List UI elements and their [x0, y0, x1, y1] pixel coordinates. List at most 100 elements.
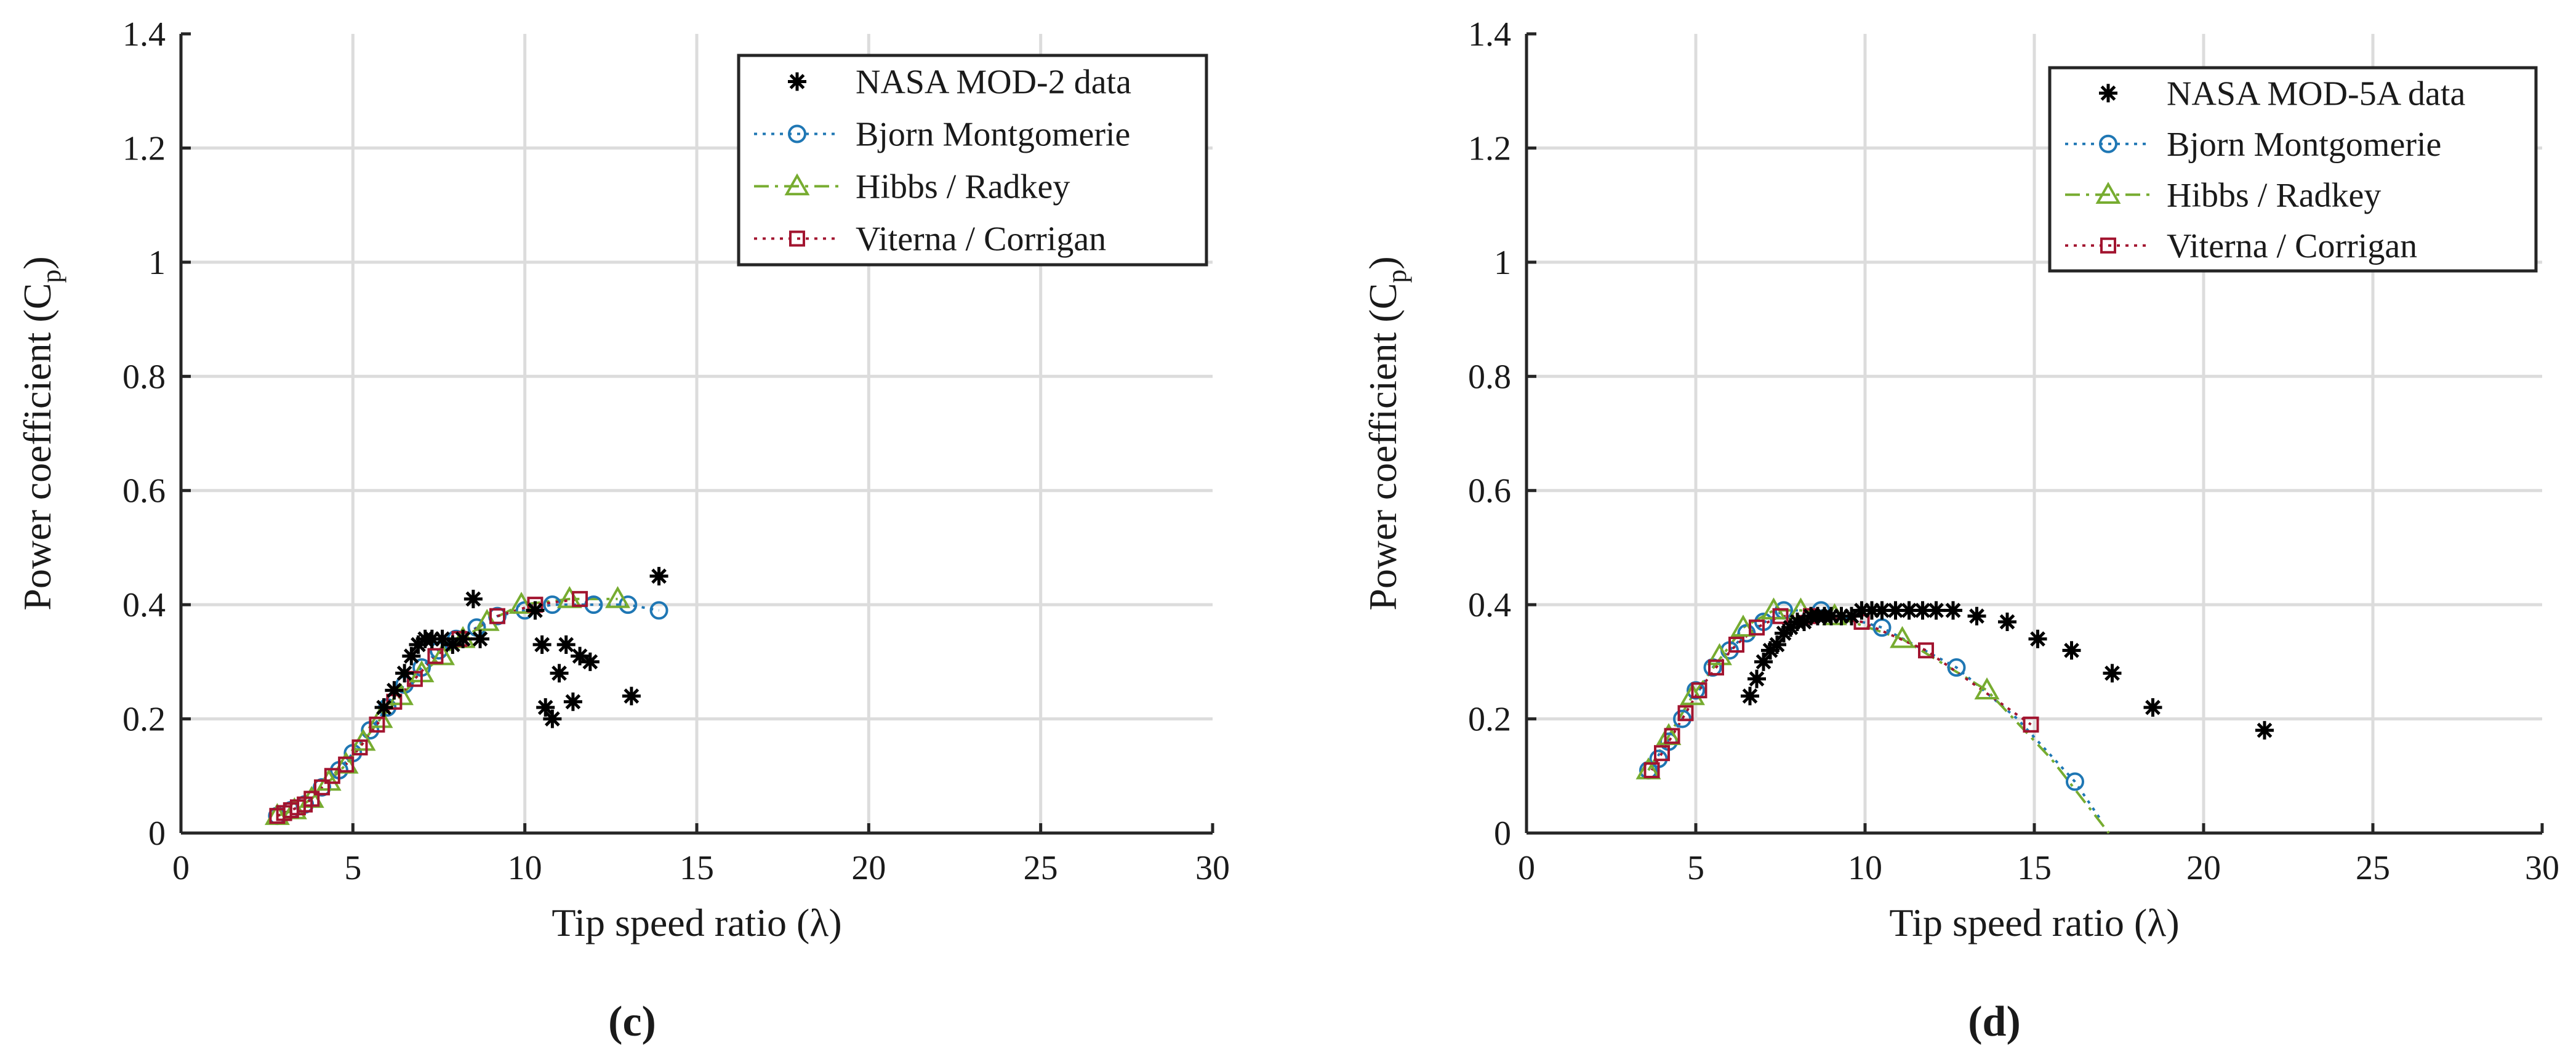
point-d-2-8	[1890, 626, 1915, 648]
point-c-2-12	[508, 592, 534, 614]
legend-label-d-0: NASA MOD-5A data	[2167, 74, 2465, 113]
point-c-2-14-shape	[605, 586, 630, 608]
x-axis-label-c: Tip speed ratio (λ)	[552, 901, 841, 944]
point-c-2-11-shape	[474, 608, 500, 631]
point-d-0-27-stroke	[2105, 666, 2120, 681]
legend-label-d-1: Bjorn Montgomerie	[2167, 126, 2441, 164]
x-tick-label-d-6: 30	[2525, 849, 2559, 887]
point-d-1-12	[1947, 658, 1966, 677]
point-d-3-8-shape	[1772, 608, 1789, 624]
point-d-0-0	[1741, 687, 1759, 706]
point-d-1-12-shape	[1947, 658, 1966, 677]
point-c-3-7-shape	[324, 768, 340, 784]
y-tick-label-c-7: 1.4	[122, 15, 166, 54]
legend-marker-c-1-shape	[788, 124, 806, 143]
point-c-3-17	[572, 590, 588, 607]
x-tick-label-c-0: 0	[172, 849, 190, 887]
point-d-2-3	[1707, 643, 1732, 666]
point-c-0-13-stroke	[534, 637, 550, 653]
point-d-1-13-shape	[2066, 772, 2084, 791]
point-c-0-21-stroke	[624, 688, 640, 704]
legend-d: NASA MOD-5A data Bjorn Montgomerie Hibbs /…	[2048, 66, 2538, 273]
panel-label-c: (c)	[608, 998, 656, 1045]
point-c-1-18-shape	[649, 601, 668, 620]
point-d-2-8-shape	[1890, 626, 1915, 648]
y-tick-label-c-6: 1.2	[122, 129, 166, 167]
point-d-0-21-stroke	[1928, 603, 1944, 618]
point-d-0-19-stroke	[1901, 603, 1917, 618]
point-c-3-7	[324, 768, 340, 784]
x-tick-label-c-4: 20	[851, 849, 886, 887]
point-d-0-4	[1768, 635, 1786, 654]
y-tick-label-d-0: 0	[1494, 815, 1511, 853]
point-c-0-16	[550, 664, 569, 683]
point-d-0-1-stroke	[1749, 671, 1765, 687]
x-tick-label-d-5: 25	[2356, 849, 2390, 887]
point-d-3-0	[1643, 762, 1660, 779]
point-d-3-5-shape	[1708, 659, 1724, 676]
point-d-3-0-shape	[1643, 762, 1660, 779]
point-d-0-20-stroke	[1915, 603, 1930, 618]
series-line-d-3	[1650, 614, 2032, 771]
legend-marker-c-2-shape	[784, 173, 810, 196]
point-c-0-12-stroke	[528, 603, 543, 618]
point-c-0-0	[374, 698, 393, 717]
point-c-3-13-shape	[427, 648, 444, 664]
point-c-3-6	[314, 779, 331, 795]
point-d-0-23	[1967, 606, 1986, 626]
y-tick-label-d-5: 1	[1494, 244, 1511, 282]
x-tick-label-d-3: 15	[2017, 849, 2052, 887]
legend-c: NASA MOD-2 data Bjorn Montgomerie Hibbs / …	[737, 54, 1208, 267]
point-d-0-28	[2143, 698, 2162, 717]
point-d-3-2	[1664, 728, 1680, 744]
point-d-3-7-shape	[1749, 619, 1765, 636]
point-d-3-1-shape	[1654, 745, 1670, 762]
y-tick-label-d-7: 1.4	[1468, 15, 1511, 54]
series-line-d-1	[1647, 609, 2103, 823]
legend-label-c-1: Bjorn Montgomerie	[856, 116, 1130, 154]
point-c-3-8	[338, 756, 355, 773]
point-c-0-1	[385, 681, 404, 700]
legend-marker-d-1	[2099, 134, 2117, 153]
point-c-3-9-shape	[351, 739, 368, 755]
legend-marker-d-2-shape	[2095, 182, 2121, 204]
legend-marker-d-0	[2099, 84, 2117, 103]
point-d-0-21	[1927, 601, 1946, 620]
x-tick-label-d-1: 5	[1687, 849, 1704, 887]
legend-box-c	[737, 54, 1208, 267]
point-c-0-15-stroke	[544, 711, 560, 727]
point-c-0-18-stroke	[565, 694, 581, 710]
x-tick-label-c-3: 15	[680, 849, 714, 887]
point-d-2-4	[1730, 614, 1756, 637]
point-d-0-0-stroke	[1742, 688, 1758, 704]
point-c-0-19-stroke	[572, 648, 588, 664]
point-c-0-11	[471, 629, 490, 648]
point-d-3-7	[1749, 619, 1765, 636]
legend-box-d	[2048, 66, 2538, 273]
point-d-3-1	[1654, 745, 1670, 762]
point-d-0-25-stroke	[2030, 631, 2045, 647]
x-tick-label-c-2: 10	[508, 849, 542, 887]
point-c-0-10-stroke	[465, 591, 481, 607]
point-d-2-2-shape	[1680, 683, 1705, 706]
point-d-0-22-stroke	[1945, 603, 1961, 618]
point-c-3-5-shape	[303, 791, 320, 807]
point-c-3-9	[351, 739, 368, 755]
legend-marker-c-0	[788, 72, 806, 91]
point-d-0-2	[1754, 652, 1773, 671]
series-line-c-2	[276, 597, 618, 818]
point-c-0-2	[395, 664, 414, 683]
point-d-0-26	[2062, 641, 2081, 660]
point-d-3-11-shape	[1918, 642, 1934, 659]
point-d-3-3	[1677, 705, 1694, 722]
point-c-0-15	[543, 709, 562, 728]
point-c-3-10	[369, 716, 385, 733]
point-c-3-17-shape	[572, 590, 588, 607]
point-d-3-8	[1772, 608, 1789, 624]
point-d-0-2-stroke	[1755, 654, 1772, 670]
point-d-0-22	[1944, 601, 1962, 620]
point-c-0-17	[556, 635, 576, 654]
point-c-2-11	[474, 608, 500, 631]
point-d-2-2	[1680, 683, 1705, 706]
